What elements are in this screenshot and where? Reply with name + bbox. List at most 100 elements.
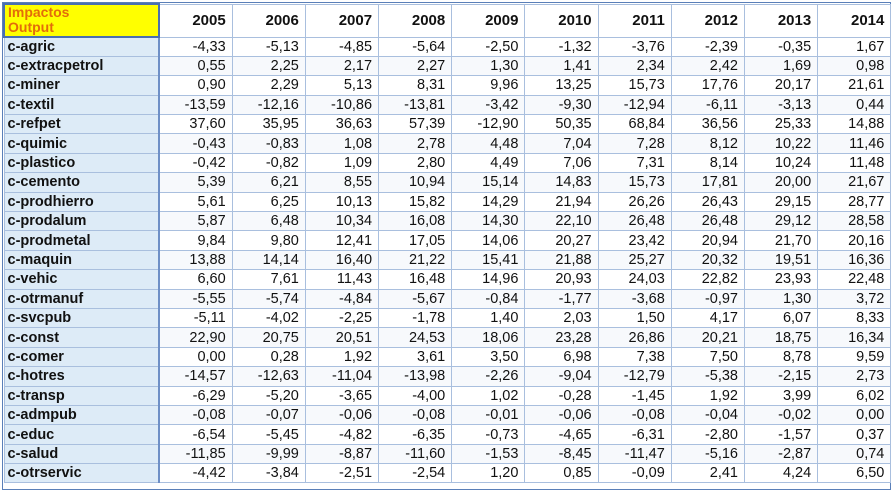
value-cell[interactable]: -5,64 xyxy=(378,36,453,57)
value-cell[interactable]: 10,94 xyxy=(378,172,453,193)
value-cell[interactable]: -6,29 xyxy=(158,385,233,406)
value-cell[interactable]: -5,11 xyxy=(158,307,233,329)
value-cell[interactable]: 8,31 xyxy=(378,75,453,96)
value-cell[interactable]: 22,90 xyxy=(158,327,233,348)
value-cell[interactable]: 15,14 xyxy=(451,172,526,193)
value-cell[interactable]: 0,37 xyxy=(817,424,892,445)
value-cell[interactable]: -2,80 xyxy=(670,424,746,445)
value-cell[interactable]: 1,69 xyxy=(743,55,819,77)
value-cell[interactable]: 3,50 xyxy=(451,346,526,368)
row-label-cell[interactable]: c-refpet xyxy=(3,114,160,135)
value-cell[interactable]: 0,44 xyxy=(817,94,892,116)
row-label-cell[interactable]: c-extracpetrol xyxy=(3,55,160,77)
value-cell[interactable]: -9,30 xyxy=(524,94,599,116)
value-cell[interactable]: 21,70 xyxy=(743,230,819,251)
value-cell[interactable]: 6,48 xyxy=(231,211,306,232)
value-cell[interactable]: 12,41 xyxy=(304,230,380,251)
value-cell[interactable]: 20,17 xyxy=(743,75,819,96)
value-cell[interactable]: 6,50 xyxy=(817,463,892,484)
value-cell[interactable]: 9,96 xyxy=(451,75,526,96)
value-cell[interactable]: -0,28 xyxy=(524,385,599,406)
value-cell[interactable]: -0,97 xyxy=(670,288,746,309)
value-cell[interactable]: 10,13 xyxy=(304,191,380,213)
value-cell[interactable]: -2,51 xyxy=(304,463,380,484)
value-cell[interactable]: -13,81 xyxy=(378,94,453,116)
value-cell[interactable]: 17,81 xyxy=(670,172,746,193)
value-cell[interactable]: -3,13 xyxy=(743,94,819,116)
value-cell[interactable]: 0,00 xyxy=(158,346,233,368)
value-cell[interactable]: -5,20 xyxy=(231,385,306,406)
value-cell[interactable]: 1,09 xyxy=(304,152,380,174)
value-cell[interactable]: 10,34 xyxy=(304,211,380,232)
value-cell[interactable]: -0,84 xyxy=(451,288,526,309)
value-cell[interactable]: 50,35 xyxy=(524,114,599,135)
row-label-cell[interactable]: c-salud xyxy=(3,443,160,465)
value-cell[interactable]: -2,15 xyxy=(743,366,819,387)
value-cell[interactable]: -0,07 xyxy=(231,404,306,426)
value-cell[interactable]: 2,80 xyxy=(378,152,453,174)
value-cell[interactable]: -6,31 xyxy=(597,424,672,445)
value-cell[interactable]: -8,45 xyxy=(524,443,599,465)
value-cell[interactable]: 23,42 xyxy=(597,230,672,251)
value-cell[interactable]: 16,34 xyxy=(817,327,892,348)
value-cell[interactable]: -12,63 xyxy=(231,366,306,387)
value-cell[interactable]: 9,80 xyxy=(231,230,306,251)
value-cell[interactable]: 15,41 xyxy=(451,249,526,271)
value-cell[interactable]: 11,48 xyxy=(817,152,892,174)
value-cell[interactable]: -11,85 xyxy=(158,443,233,465)
value-cell[interactable]: -3,76 xyxy=(597,36,672,57)
value-cell[interactable]: 13,25 xyxy=(524,75,599,96)
year-header-2008[interactable]: 2008 xyxy=(378,3,453,38)
value-cell[interactable]: 6,60 xyxy=(158,269,233,290)
value-cell[interactable]: -4,02 xyxy=(231,307,306,329)
value-cell[interactable]: 20,75 xyxy=(231,327,306,348)
value-cell[interactable]: 17,05 xyxy=(378,230,453,251)
value-cell[interactable]: -2,50 xyxy=(451,36,526,57)
value-cell[interactable]: 36,56 xyxy=(670,114,746,135)
value-cell[interactable]: -6,11 xyxy=(670,94,746,116)
value-cell[interactable]: 28,58 xyxy=(817,211,892,232)
row-label-cell[interactable]: c-otrservic xyxy=(3,463,160,484)
value-cell[interactable]: -12,90 xyxy=(451,114,526,135)
value-cell[interactable]: 1,20 xyxy=(451,463,526,484)
row-label-cell[interactable]: c-const xyxy=(3,327,160,348)
year-header-2014[interactable]: 2014 xyxy=(817,3,892,38)
value-cell[interactable]: 21,61 xyxy=(817,75,892,96)
value-cell[interactable]: 0,28 xyxy=(231,346,306,368)
value-cell[interactable]: 5,61 xyxy=(158,191,233,213)
value-cell[interactable]: 10,22 xyxy=(743,133,819,154)
value-cell[interactable]: -8,87 xyxy=(304,443,380,465)
value-cell[interactable]: 7,38 xyxy=(597,346,672,368)
row-label-cell[interactable]: c-transp xyxy=(3,385,160,406)
value-cell[interactable]: 2,42 xyxy=(670,55,746,77)
row-label-cell[interactable]: c-maquin xyxy=(3,249,160,271)
value-cell[interactable]: -0,43 xyxy=(158,133,233,154)
row-label-cell[interactable]: c-prodmetal xyxy=(3,230,160,251)
value-cell[interactable]: 20,94 xyxy=(670,230,746,251)
value-cell[interactable]: 8,55 xyxy=(304,172,380,193)
value-cell[interactable]: 11,43 xyxy=(304,269,380,290)
year-header-2006[interactable]: 2006 xyxy=(231,3,306,38)
value-cell[interactable]: -4,00 xyxy=(378,385,453,406)
value-cell[interactable]: 7,61 xyxy=(231,269,306,290)
value-cell[interactable]: 2,27 xyxy=(378,55,453,77)
corner-header-cell[interactable]: Impactos Output xyxy=(3,3,160,38)
value-cell[interactable]: 5,39 xyxy=(158,172,233,193)
value-cell[interactable]: 21,22 xyxy=(378,249,453,271)
value-cell[interactable]: 8,12 xyxy=(670,133,746,154)
value-cell[interactable]: 6,21 xyxy=(231,172,306,193)
value-cell[interactable]: 2,03 xyxy=(524,307,599,329)
value-cell[interactable]: 24,03 xyxy=(597,269,672,290)
value-cell[interactable]: 16,36 xyxy=(817,249,892,271)
value-cell[interactable]: 26,86 xyxy=(597,327,672,348)
value-cell[interactable]: 7,31 xyxy=(597,152,672,174)
value-cell[interactable]: -3,84 xyxy=(231,463,306,484)
value-cell[interactable]: 9,59 xyxy=(817,346,892,368)
value-cell[interactable]: -12,79 xyxy=(597,366,672,387)
value-cell[interactable]: -0,01 xyxy=(451,404,526,426)
value-cell[interactable]: -4,84 xyxy=(304,288,380,309)
value-cell[interactable]: -0,35 xyxy=(743,36,819,57)
value-cell[interactable]: 20,21 xyxy=(670,327,746,348)
row-label-cell[interactable]: c-plastico xyxy=(3,152,160,174)
value-cell[interactable]: 24,53 xyxy=(378,327,453,348)
